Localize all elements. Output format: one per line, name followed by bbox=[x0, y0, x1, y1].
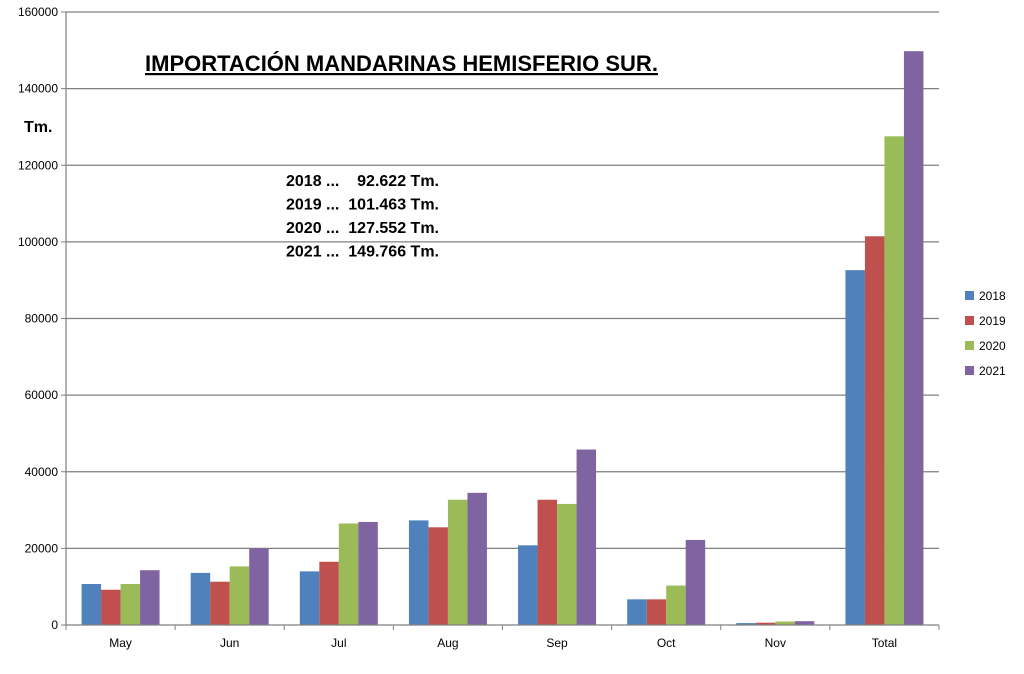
gridlines bbox=[66, 11, 939, 549]
legend-label-2018: 2018 bbox=[979, 289, 1006, 303]
bar-2018-jul bbox=[299, 571, 320, 625]
bar-2020-jul bbox=[338, 523, 359, 625]
legend-swatch-2021 bbox=[965, 366, 974, 375]
bar-2021-jun bbox=[249, 548, 269, 625]
bar-2020-nov bbox=[775, 621, 795, 625]
legend: 2018 2019 2020 2021 bbox=[965, 289, 1006, 378]
chart-title: IMPORTACIÓN MANDARINAS HEMISFERIO SUR. bbox=[145, 51, 658, 76]
bar-2020-may bbox=[120, 584, 141, 625]
bar-2021-sep bbox=[576, 449, 597, 625]
legend-label-2020: 2020 bbox=[979, 339, 1006, 353]
tick-labels: 0 20000 40000 60000 80000 100000 120000 140000 1… bbox=[18, 5, 897, 650]
total-annotation-1: 2019 ... 101.463 Tm. bbox=[286, 197, 439, 214]
x-tick-label: Total bbox=[872, 636, 897, 650]
legend-swatch-2020 bbox=[965, 341, 974, 350]
y-tick-label: 100000 bbox=[18, 235, 58, 249]
legend-swatch-2018 bbox=[965, 291, 974, 300]
bar-2021-aug bbox=[467, 492, 487, 625]
total-annotation-3: 2021 ... 149.766 Tm. bbox=[286, 244, 439, 261]
x-tick-label: Jun bbox=[220, 636, 239, 650]
bar-2019-oct bbox=[646, 599, 667, 625]
bar-2019-nov bbox=[755, 622, 776, 625]
bar-2020-aug bbox=[447, 499, 468, 625]
bar-2020-oct bbox=[666, 585, 686, 625]
bars bbox=[81, 51, 924, 626]
bar-2018-may bbox=[81, 584, 102, 625]
x-tick-label: Jul bbox=[331, 636, 346, 650]
y-tick-label: 20000 bbox=[25, 541, 59, 555]
bar-2019-jun bbox=[210, 581, 230, 625]
bar-2019-total bbox=[864, 236, 885, 625]
y-tick-label: 80000 bbox=[25, 312, 59, 326]
bar-2018-aug bbox=[408, 520, 429, 625]
x-tick-label: Nov bbox=[765, 636, 786, 650]
y-tick-label: 120000 bbox=[18, 158, 58, 172]
bar-2021-oct bbox=[685, 539, 706, 625]
y-tick-label: 40000 bbox=[25, 465, 59, 479]
total-annotation-2: 2020 ... 127.552 Tm. bbox=[286, 220, 439, 237]
axes bbox=[61, 11, 940, 630]
bar-2021-nov bbox=[794, 621, 815, 625]
x-tick-label: Sep bbox=[546, 636, 568, 650]
bar-2020-jun bbox=[229, 566, 250, 625]
legend-label-2021: 2021 bbox=[979, 364, 1006, 378]
y-tick-label: 60000 bbox=[25, 388, 59, 402]
bar-2019-may bbox=[101, 589, 121, 625]
bar-2018-jun bbox=[190, 572, 211, 625]
x-tick-label: May bbox=[109, 636, 132, 650]
legend-swatch-2019 bbox=[965, 316, 974, 325]
y-tick-label: 140000 bbox=[18, 82, 58, 96]
bar-2019-jul bbox=[319, 561, 339, 625]
bar-2019-sep bbox=[537, 499, 558, 625]
bar-2018-oct bbox=[627, 599, 647, 625]
bar-2021-total bbox=[903, 51, 924, 626]
x-tick-label: Oct bbox=[657, 636, 676, 650]
bar-2018-total bbox=[845, 270, 865, 625]
y-tick-label: 160000 bbox=[18, 5, 58, 19]
legend-label-2019: 2019 bbox=[979, 314, 1006, 328]
total-annotation-0: 2018 ... 92.622 Tm. bbox=[286, 173, 439, 190]
bar-2019-aug bbox=[428, 527, 448, 625]
y-axis-label: Tm. bbox=[24, 119, 52, 136]
bar-2021-jul bbox=[358, 521, 378, 625]
bar-2018-sep bbox=[518, 545, 538, 625]
bar-2021-may bbox=[140, 570, 160, 625]
y-tick-label: 0 bbox=[51, 618, 58, 632]
bar-2020-total bbox=[884, 136, 904, 625]
bar-2020-sep bbox=[557, 503, 577, 625]
x-tick-label: Aug bbox=[437, 636, 458, 650]
totals-annotation: 2018 ... 92.622 Tm. 2019 ... 101.463 Tm. 2… bbox=[286, 173, 439, 261]
bar-2018-nov bbox=[736, 623, 756, 625]
